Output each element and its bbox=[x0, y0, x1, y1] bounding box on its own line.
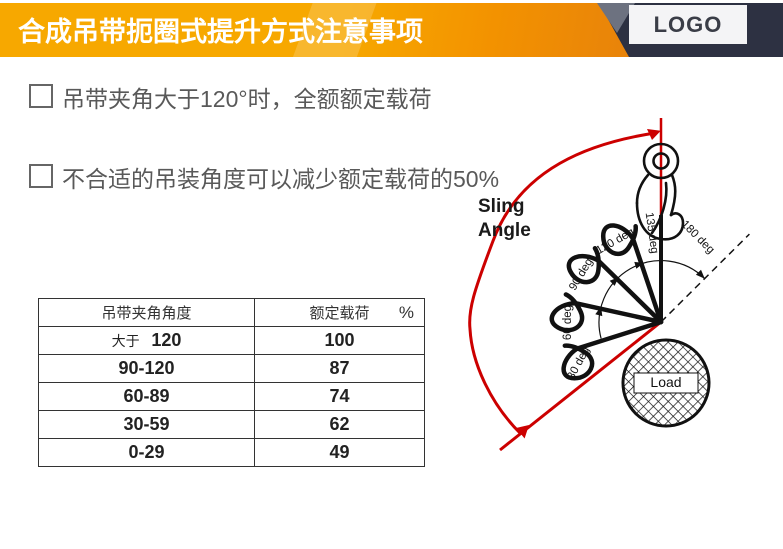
svg-text:Sling: Sling bbox=[478, 196, 524, 217]
svg-text:60 deg: 60 deg bbox=[562, 305, 574, 340]
svg-text:Load: Load bbox=[650, 374, 681, 390]
svg-text:Angle: Angle bbox=[478, 220, 531, 241]
